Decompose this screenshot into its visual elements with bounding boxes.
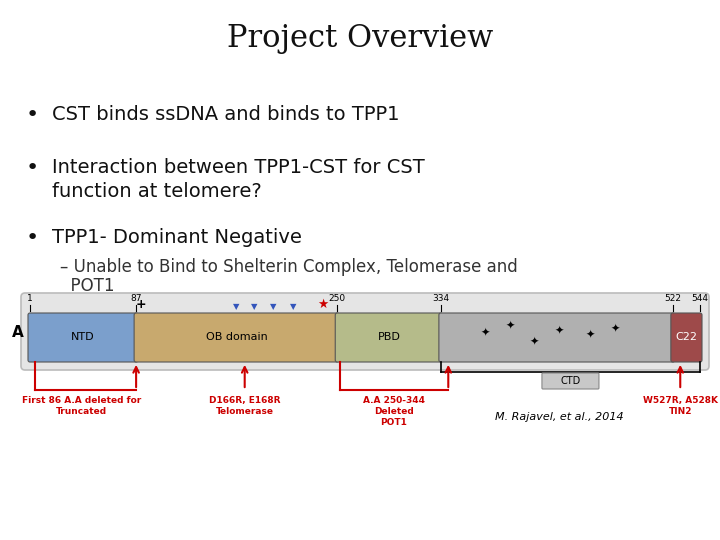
Text: A: A	[12, 325, 24, 340]
Text: ▼: ▼	[270, 302, 276, 311]
Text: ✦: ✦	[530, 337, 539, 347]
Text: function at telomere?: function at telomere?	[52, 182, 262, 201]
Text: Telomerase: Telomerase	[216, 407, 274, 416]
Text: First 86 A.A deleted for: First 86 A.A deleted for	[22, 396, 141, 405]
Text: Deleted: Deleted	[374, 407, 414, 416]
FancyBboxPatch shape	[21, 293, 709, 370]
Text: 544: 544	[691, 294, 708, 303]
FancyBboxPatch shape	[336, 313, 443, 362]
Text: 250: 250	[328, 294, 346, 303]
Text: W527R, A528K: W527R, A528K	[643, 396, 718, 405]
Text: Truncated: Truncated	[56, 407, 107, 416]
Text: – Unable to Bind to Shelterin Complex, Telomerase and: – Unable to Bind to Shelterin Complex, T…	[60, 258, 518, 276]
Text: POT1: POT1	[60, 277, 114, 295]
Text: A.A 250-344: A.A 250-344	[363, 396, 425, 405]
FancyBboxPatch shape	[28, 313, 138, 362]
Text: OB domain: OB domain	[206, 333, 268, 342]
FancyBboxPatch shape	[439, 313, 675, 362]
Text: M. Rajavel, et al., 2014: M. Rajavel, et al., 2014	[495, 412, 624, 422]
Text: CST binds ssDNA and binds to TPP1: CST binds ssDNA and binds to TPP1	[52, 105, 400, 124]
FancyBboxPatch shape	[134, 313, 339, 362]
Text: TIN2: TIN2	[668, 407, 692, 416]
Text: •: •	[25, 158, 39, 178]
Text: ▼: ▼	[251, 302, 258, 311]
Text: +: +	[136, 298, 146, 311]
Text: TPP1- Dominant Negative: TPP1- Dominant Negative	[52, 228, 302, 247]
Text: ✦: ✦	[585, 330, 595, 340]
Text: 87: 87	[130, 294, 142, 303]
Text: 1: 1	[27, 294, 33, 303]
Text: Interaction between TPP1-CST for CST: Interaction between TPP1-CST for CST	[52, 158, 425, 177]
Text: ✦: ✦	[505, 321, 515, 331]
Text: ★: ★	[317, 298, 328, 311]
Text: ✦: ✦	[610, 323, 619, 334]
Text: NTD: NTD	[71, 333, 95, 342]
Text: 522: 522	[665, 294, 681, 303]
Text: C22: C22	[675, 333, 698, 342]
Text: Project Overview: Project Overview	[227, 23, 493, 53]
FancyBboxPatch shape	[671, 313, 702, 362]
Text: •: •	[25, 228, 39, 248]
Text: ✦: ✦	[554, 326, 564, 336]
Text: D166R, E168R: D166R, E168R	[209, 396, 281, 405]
Text: ▼: ▼	[233, 302, 239, 311]
FancyBboxPatch shape	[542, 373, 599, 389]
Text: POT1: POT1	[381, 418, 408, 427]
Text: ✦: ✦	[481, 328, 490, 338]
Text: •: •	[25, 105, 39, 125]
Text: 334: 334	[432, 294, 449, 303]
Text: ▼: ▼	[289, 302, 296, 311]
Text: PBD: PBD	[377, 333, 400, 342]
Text: CTD: CTD	[560, 376, 580, 386]
